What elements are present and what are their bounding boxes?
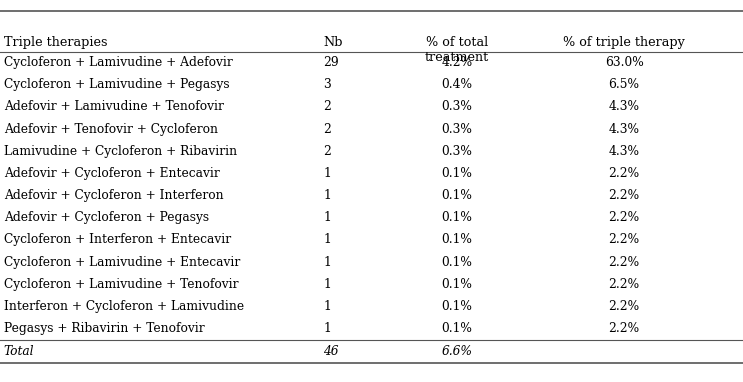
Text: Cycloferon + Interferon + Entecavir: Cycloferon + Interferon + Entecavir xyxy=(4,233,231,246)
Text: 2.2%: 2.2% xyxy=(609,256,640,269)
Text: 0.1%: 0.1% xyxy=(441,233,473,246)
Text: 1: 1 xyxy=(323,189,331,202)
Text: 2.2%: 2.2% xyxy=(609,300,640,313)
Text: % of total
treatment: % of total treatment xyxy=(425,36,489,64)
Text: Adefovir + Cycloferon + Pegasys: Adefovir + Cycloferon + Pegasys xyxy=(4,211,209,224)
Text: 0.1%: 0.1% xyxy=(441,300,473,313)
Text: 2.2%: 2.2% xyxy=(609,322,640,335)
Text: 0.3%: 0.3% xyxy=(441,123,473,136)
Text: Nb: Nb xyxy=(323,36,343,49)
Text: 2: 2 xyxy=(323,100,331,113)
Text: 2.2%: 2.2% xyxy=(609,167,640,180)
Text: 0.3%: 0.3% xyxy=(441,100,473,113)
Text: 1: 1 xyxy=(323,322,331,335)
Text: Adefovir + Cycloferon + Entecavir: Adefovir + Cycloferon + Entecavir xyxy=(4,167,219,180)
Text: 4.3%: 4.3% xyxy=(609,145,640,158)
Text: 29: 29 xyxy=(323,56,339,69)
Text: 4.2%: 4.2% xyxy=(441,56,473,69)
Text: 2.2%: 2.2% xyxy=(609,278,640,291)
Text: 2.2%: 2.2% xyxy=(609,211,640,224)
Text: Cycloferon + Lamivudine + Adefovir: Cycloferon + Lamivudine + Adefovir xyxy=(4,56,233,69)
Text: Adefovir + Tenofovir + Cycloferon: Adefovir + Tenofovir + Cycloferon xyxy=(4,123,218,136)
Text: 4.3%: 4.3% xyxy=(609,100,640,113)
Text: 0.1%: 0.1% xyxy=(441,167,473,180)
Text: Cycloferon + Lamivudine + Entecavir: Cycloferon + Lamivudine + Entecavir xyxy=(4,256,240,269)
Text: 1: 1 xyxy=(323,233,331,246)
Text: 2.2%: 2.2% xyxy=(609,189,640,202)
Text: 4.3%: 4.3% xyxy=(609,123,640,136)
Text: 0.1%: 0.1% xyxy=(441,256,473,269)
Text: Adefovir + Lamivudine + Tenofovir: Adefovir + Lamivudine + Tenofovir xyxy=(4,100,224,113)
Text: 1: 1 xyxy=(323,300,331,313)
Text: Lamivudine + Cycloferon + Ribavirin: Lamivudine + Cycloferon + Ribavirin xyxy=(4,145,237,158)
Text: Triple therapies: Triple therapies xyxy=(4,36,107,49)
Text: Cycloferon + Lamivudine + Pegasys: Cycloferon + Lamivudine + Pegasys xyxy=(4,78,230,91)
Text: 1: 1 xyxy=(323,256,331,269)
Text: 0.1%: 0.1% xyxy=(441,322,473,335)
Text: 0.4%: 0.4% xyxy=(441,78,473,91)
Text: 1: 1 xyxy=(323,211,331,224)
Text: 63.0%: 63.0% xyxy=(605,56,643,69)
Text: 0.1%: 0.1% xyxy=(441,189,473,202)
Text: 6.6%: 6.6% xyxy=(441,345,473,358)
Text: 1: 1 xyxy=(323,278,331,291)
Text: 6.5%: 6.5% xyxy=(609,78,640,91)
Text: 3: 3 xyxy=(323,78,331,91)
Text: 0.1%: 0.1% xyxy=(441,278,473,291)
Text: 2.2%: 2.2% xyxy=(609,233,640,246)
Text: Adefovir + Cycloferon + Interferon: Adefovir + Cycloferon + Interferon xyxy=(4,189,224,202)
Text: Interferon + Cycloferon + Lamivudine: Interferon + Cycloferon + Lamivudine xyxy=(4,300,244,313)
Text: Total: Total xyxy=(4,345,34,358)
Text: % of triple therapy: % of triple therapy xyxy=(563,36,685,49)
Text: Cycloferon + Lamivudine + Tenofovir: Cycloferon + Lamivudine + Tenofovir xyxy=(4,278,239,291)
Text: 46: 46 xyxy=(323,345,339,358)
Text: 2: 2 xyxy=(323,123,331,136)
Text: 0.3%: 0.3% xyxy=(441,145,473,158)
Text: Pegasys + Ribavirin + Tenofovir: Pegasys + Ribavirin + Tenofovir xyxy=(4,322,204,335)
Text: 0.1%: 0.1% xyxy=(441,211,473,224)
Text: 1: 1 xyxy=(323,167,331,180)
Text: 2: 2 xyxy=(323,145,331,158)
